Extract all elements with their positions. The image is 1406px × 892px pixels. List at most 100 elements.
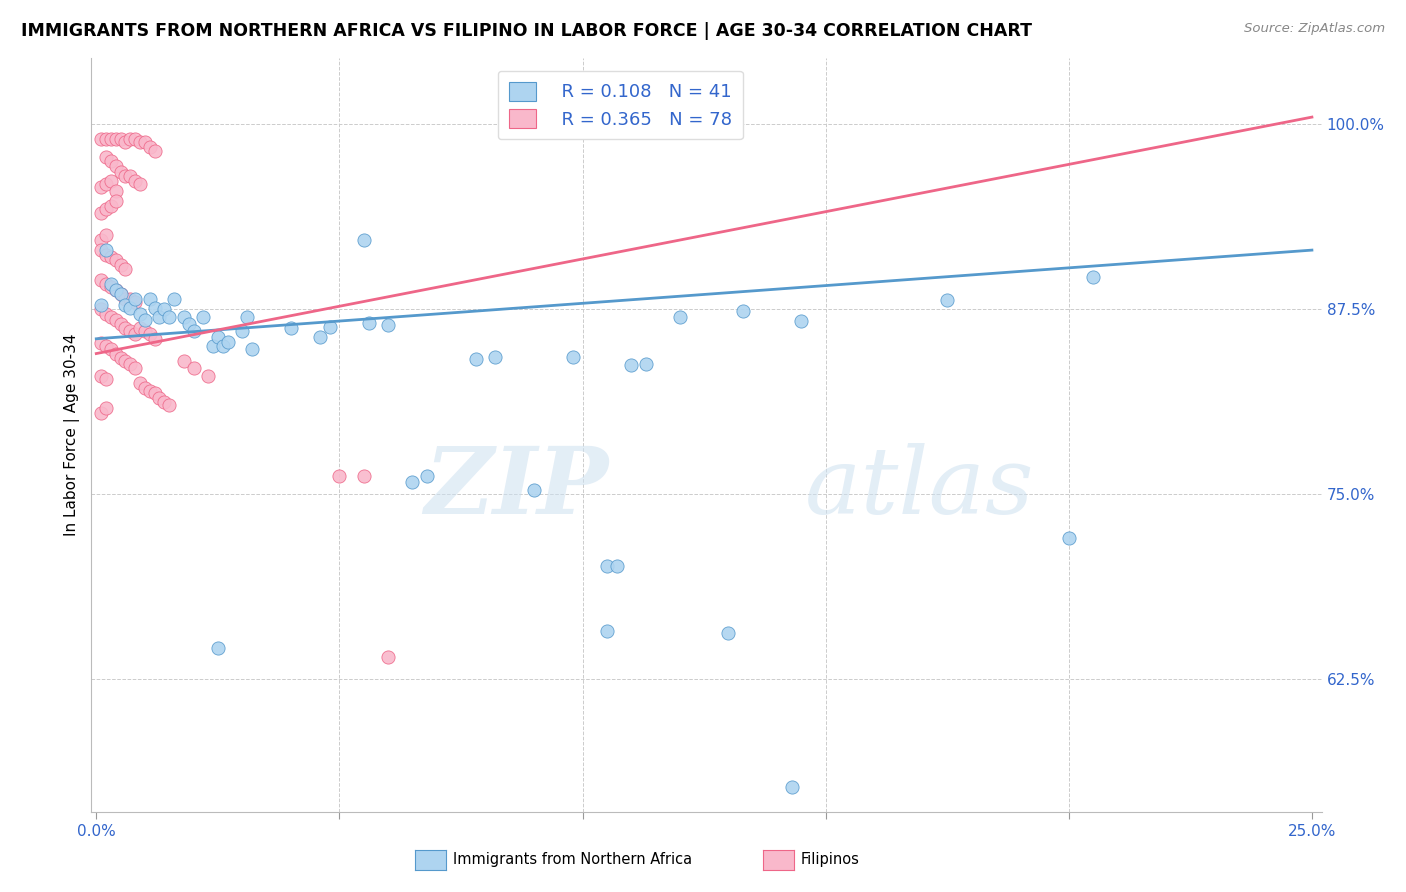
Point [110, 287, 132, 301]
Point [197, 368, 219, 383]
Point [143, 301, 166, 315]
Point [100, 277, 122, 291]
Point [94, 307, 117, 321]
Point [104, 194, 127, 209]
Point [94, 132, 117, 146]
Point [90, 368, 112, 383]
Point [936, 293, 959, 308]
Point [148, 391, 170, 405]
Point [104, 132, 127, 146]
Text: Source: ZipAtlas.com: Source: ZipAtlas.com [1244, 22, 1385, 36]
Point [129, 177, 152, 191]
Point [100, 199, 122, 213]
Point [143, 144, 166, 158]
Point [561, 350, 583, 364]
Point [104, 184, 127, 198]
Text: IMMIGRANTS FROM NORTHERN AFRICA VS FILIPINO IN LABOR FORCE | AGE 30-34 CORRELATI: IMMIGRANTS FROM NORTHERN AFRICA VS FILIP… [21, 22, 1032, 40]
Point [207, 640, 229, 655]
Point [100, 280, 122, 294]
Point [353, 469, 375, 483]
Point [114, 135, 136, 149]
Point [634, 357, 657, 371]
Point [596, 624, 619, 639]
Point [139, 292, 162, 306]
Point [90, 302, 112, 317]
Point [318, 320, 340, 334]
Point [100, 174, 122, 188]
Point [114, 298, 136, 312]
Point [668, 310, 690, 324]
Point [377, 318, 399, 333]
Point [606, 559, 628, 574]
Point [90, 179, 112, 194]
Point [1081, 269, 1104, 284]
Point [104, 346, 127, 360]
Point [100, 310, 122, 324]
Point [100, 342, 122, 356]
Text: Filipinos: Filipinos [801, 853, 859, 867]
Point [94, 243, 117, 257]
Point [157, 398, 180, 412]
Point [114, 262, 136, 277]
Point [484, 350, 506, 364]
Point [94, 247, 117, 261]
Point [114, 292, 136, 306]
Point [129, 135, 152, 149]
Point [90, 233, 112, 247]
Point [183, 361, 205, 376]
Point [157, 310, 180, 324]
Point [129, 321, 152, 335]
Point [94, 277, 117, 291]
Point [90, 336, 112, 351]
Point [134, 135, 156, 149]
Point [464, 352, 486, 367]
Point [177, 317, 200, 331]
Point [173, 310, 195, 324]
Point [104, 283, 127, 297]
Point [309, 330, 332, 344]
Point [124, 174, 146, 188]
Point [110, 165, 132, 179]
Point [217, 334, 239, 349]
Point [201, 339, 224, 353]
Point [114, 321, 136, 335]
Point [377, 856, 399, 871]
Point [90, 206, 112, 220]
Point [120, 357, 142, 371]
Point [114, 169, 136, 184]
Point [1057, 531, 1080, 545]
Point [280, 321, 302, 335]
Point [143, 332, 166, 346]
Point [207, 330, 229, 344]
Point [148, 310, 170, 324]
Point [124, 294, 146, 309]
Point [357, 316, 380, 330]
Point [134, 325, 156, 339]
Point [104, 283, 127, 297]
Point [94, 202, 117, 216]
Point [120, 301, 142, 315]
Point [129, 307, 152, 321]
Point [104, 312, 127, 326]
Point [110, 287, 132, 301]
Point [193, 310, 215, 324]
Point [110, 351, 132, 365]
Point [139, 327, 162, 342]
Point [120, 325, 142, 339]
Point [114, 354, 136, 368]
Point [100, 132, 122, 146]
Text: atlas: atlas [804, 442, 1035, 533]
Text: Immigrants from Northern Africa: Immigrants from Northern Africa [453, 853, 693, 867]
Point [100, 251, 122, 265]
Point [153, 395, 176, 409]
Point [731, 303, 754, 318]
Point [620, 359, 643, 373]
Point [110, 132, 132, 146]
Point [90, 243, 112, 257]
Point [124, 361, 146, 376]
Point [104, 253, 127, 268]
Point [143, 386, 166, 401]
Point [120, 292, 142, 306]
Point [139, 384, 162, 398]
Text: ZIP: ZIP [423, 442, 607, 533]
